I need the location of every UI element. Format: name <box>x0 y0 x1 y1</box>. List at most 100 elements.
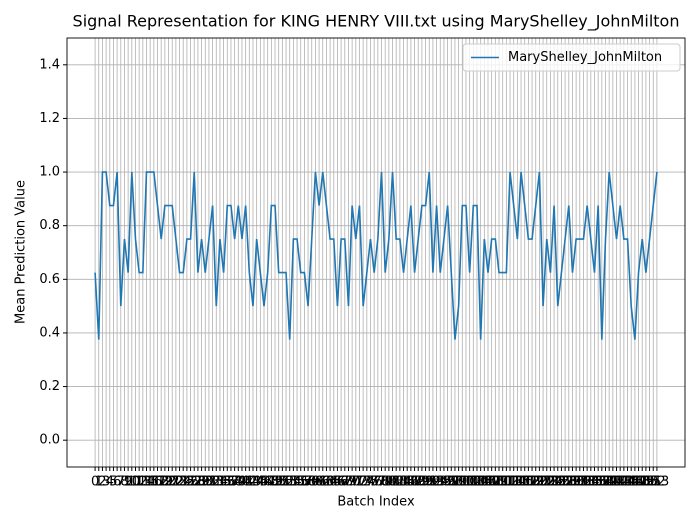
x-tick-label: 101 <box>454 475 479 490</box>
x-tick-label: 123 <box>534 475 559 490</box>
x-tick-label: 114 <box>501 475 526 490</box>
x-tick-label: 74 <box>359 475 376 490</box>
x-tick-label: 22 <box>168 475 185 490</box>
x-tick-label: 109 <box>483 475 508 490</box>
x-tick-label: 71 <box>348 475 365 490</box>
x-tick-label: 10 <box>124 475 141 490</box>
x-tick-label: 98 <box>447 475 464 490</box>
x-tick-label: 24 <box>175 475 192 490</box>
x-tick-label: 13 <box>135 475 152 490</box>
x-tick-label: 72 <box>351 475 368 490</box>
x-tick-label: 152 <box>641 475 666 490</box>
x-tick-label: 104 <box>465 475 490 490</box>
x-tick-label: 21 <box>164 475 181 490</box>
y-axis-label: Mean Prediction Value <box>14 180 29 324</box>
x-tick-label: 92 <box>425 475 442 490</box>
x-tick-label: 48 <box>263 475 280 490</box>
x-tick-label: 59 <box>303 475 320 490</box>
x-tick-label: 87 <box>406 475 423 490</box>
x-tick-label: 17 <box>149 475 166 490</box>
x-tick-label: 15 <box>142 475 159 490</box>
x-tick-label: 60 <box>307 475 324 490</box>
data-line <box>94 171 658 340</box>
x-tick-label: 100 <box>450 475 475 490</box>
x-tick-label: 116 <box>509 475 534 490</box>
x-tick-label: 68 <box>337 475 354 490</box>
x-tick-label: 29 <box>193 475 210 490</box>
y-tick-label: 0.0 <box>39 433 60 448</box>
x-axis-label: Batch Index <box>337 495 415 510</box>
x-tick-label: 122 <box>531 475 556 490</box>
x-tick-label: 140 <box>597 475 622 490</box>
x-tick-label: 58 <box>300 475 317 490</box>
x-tick-label: 148 <box>626 475 651 490</box>
x-tick-label: 51 <box>274 475 291 490</box>
x-tick-label: 27 <box>186 475 203 490</box>
x-tick-label: 111 <box>490 475 515 490</box>
y-tick-label: 1.4 <box>39 57 60 72</box>
x-tick-label: 53 <box>281 475 298 490</box>
x-tick-label: 46 <box>256 475 273 490</box>
x-tick-label: 8 <box>120 475 128 490</box>
x-tick-label: 64 <box>322 475 339 490</box>
y-tick-label: 1.2 <box>39 111 60 126</box>
x-tick-label: 49 <box>267 475 284 490</box>
x-tick-label: 44 <box>248 475 265 490</box>
y-tick-label: 0.8 <box>39 218 60 233</box>
x-tick-label: 132 <box>567 475 592 490</box>
x-tick-label: 135 <box>578 475 603 490</box>
x-tick-label: 130 <box>560 475 585 490</box>
legend-box <box>462 43 681 72</box>
x-tick-label: 26 <box>182 475 199 490</box>
x-tick-label: 43 <box>245 475 262 490</box>
x-tick-label: 91 <box>421 475 438 490</box>
x-tick-label: 106 <box>472 475 497 490</box>
x-tick-label: 128 <box>553 475 578 490</box>
x-tick-label: 86 <box>403 475 420 490</box>
x-tick-label: 41 <box>237 475 254 490</box>
x-tick-label: 57 <box>296 475 313 490</box>
x-tick-label: 82 <box>388 475 405 490</box>
x-tick-label: 105 <box>468 475 493 490</box>
x-tick-label: 97 <box>443 475 460 490</box>
x-tick-label: 63 <box>318 475 335 490</box>
x-tick-label: 118 <box>516 475 541 490</box>
x-tick-label: 36 <box>219 475 236 490</box>
chart-title: Signal Representation for KING HENRY VII… <box>73 12 680 32</box>
x-tick-label: 102 <box>457 475 482 490</box>
x-tick-label: 7 <box>117 475 125 490</box>
x-tick-label: 66 <box>329 475 346 490</box>
x-tick-label: 14 <box>138 475 155 490</box>
x-tick-label: 76 <box>366 475 383 490</box>
x-tick-label: 119 <box>520 475 545 490</box>
x-tick-label: 45 <box>252 475 269 490</box>
x-tick-label: 110 <box>487 475 512 490</box>
x-tick-label: 0 <box>91 475 99 490</box>
x-tick-label: 81 <box>384 475 401 490</box>
x-tick-label: 134 <box>575 475 600 490</box>
x-tick-label: 34 <box>212 475 229 490</box>
x-tick-label: 28 <box>190 475 207 490</box>
x-tick-label: 93 <box>428 475 445 490</box>
x-tick-label: 127 <box>549 475 574 490</box>
x-tick-label: 38 <box>226 475 243 490</box>
x-tick-label: 78 <box>373 475 390 490</box>
x-tick-label: 121 <box>527 475 552 490</box>
y-tick-label: 0.6 <box>39 272 60 287</box>
x-tick-label: 1 <box>95 475 103 490</box>
x-tick-label: 153 <box>644 475 669 490</box>
x-tick-label: 107 <box>476 475 501 490</box>
x-tick-label: 89 <box>414 475 431 490</box>
x-tick-label: 32 <box>204 475 221 490</box>
x-tick-label: 149 <box>630 475 655 490</box>
x-tick-label: 138 <box>589 475 614 490</box>
x-tick-label: 56 <box>292 475 309 490</box>
x-tick-label: 126 <box>545 475 570 490</box>
x-tick-label: 55 <box>289 475 306 490</box>
x-tick-label: 84 <box>395 475 412 490</box>
x-tick-label: 35 <box>215 475 232 490</box>
x-tick-label: 144 <box>611 475 636 490</box>
x-tick-label: 19 <box>157 475 174 490</box>
x-tick-label: 62 <box>314 475 331 490</box>
legend: MaryShelley_JohnMilton <box>462 43 681 72</box>
